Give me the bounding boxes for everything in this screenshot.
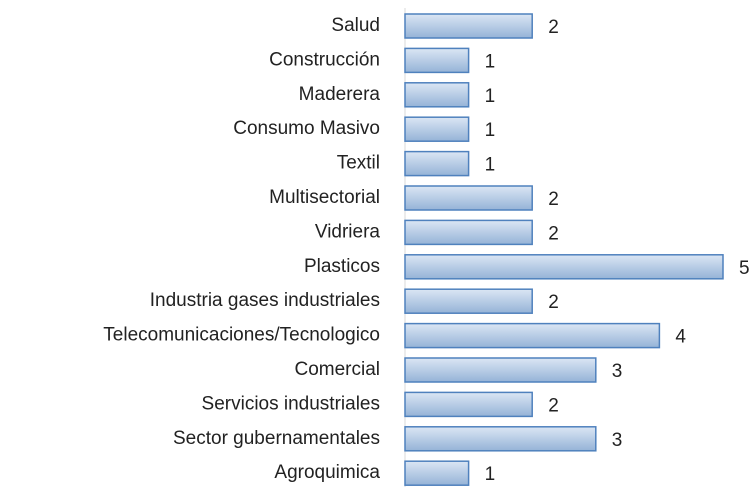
bar — [404, 185, 533, 211]
data-label: 1 — [485, 120, 496, 141]
bar — [404, 460, 470, 486]
data-label: 1 — [485, 51, 496, 72]
category-label: Industria gases industriales — [150, 290, 380, 311]
data-label: 1 — [485, 464, 496, 485]
bar — [404, 254, 724, 280]
bar — [404, 219, 533, 246]
data-label: 2 — [548, 292, 559, 313]
bar — [404, 150, 470, 177]
data-label: 2 — [548, 223, 559, 244]
category-label: Plasticos — [304, 256, 380, 277]
data-label: 1 — [485, 155, 496, 176]
bar — [404, 391, 533, 418]
data-label: 4 — [675, 327, 686, 348]
bar — [404, 82, 470, 108]
category-label: Construcción — [269, 49, 380, 70]
category-label: Textil — [337, 153, 380, 174]
category-label: Maderera — [299, 84, 381, 105]
bar — [404, 288, 533, 314]
data-label: 5 — [739, 258, 750, 279]
bar — [404, 357, 597, 383]
bar — [404, 47, 470, 74]
category-label: Comercial — [294, 359, 380, 380]
data-label: 1 — [485, 86, 496, 107]
category-label: Servicios industriales — [202, 393, 380, 414]
category-label: Telecomunicaciones/Tecnologico — [103, 325, 380, 346]
category-label: Consumo Masivo — [233, 118, 380, 139]
bar — [404, 322, 661, 349]
data-label: 3 — [612, 430, 623, 451]
bar — [404, 426, 597, 452]
data-label: 3 — [612, 361, 623, 382]
category-label: Agroquimica — [274, 462, 380, 483]
bar — [404, 13, 533, 39]
category-label: Salud — [331, 15, 380, 36]
data-label: 2 — [548, 17, 559, 38]
category-label: Multisectorial — [269, 187, 380, 208]
category-label: Sector gubernamentales — [173, 428, 380, 449]
data-label: 2 — [548, 395, 559, 416]
category-label: Vidriera — [315, 221, 381, 242]
bar — [404, 116, 470, 142]
data-label: 2 — [548, 189, 559, 210]
